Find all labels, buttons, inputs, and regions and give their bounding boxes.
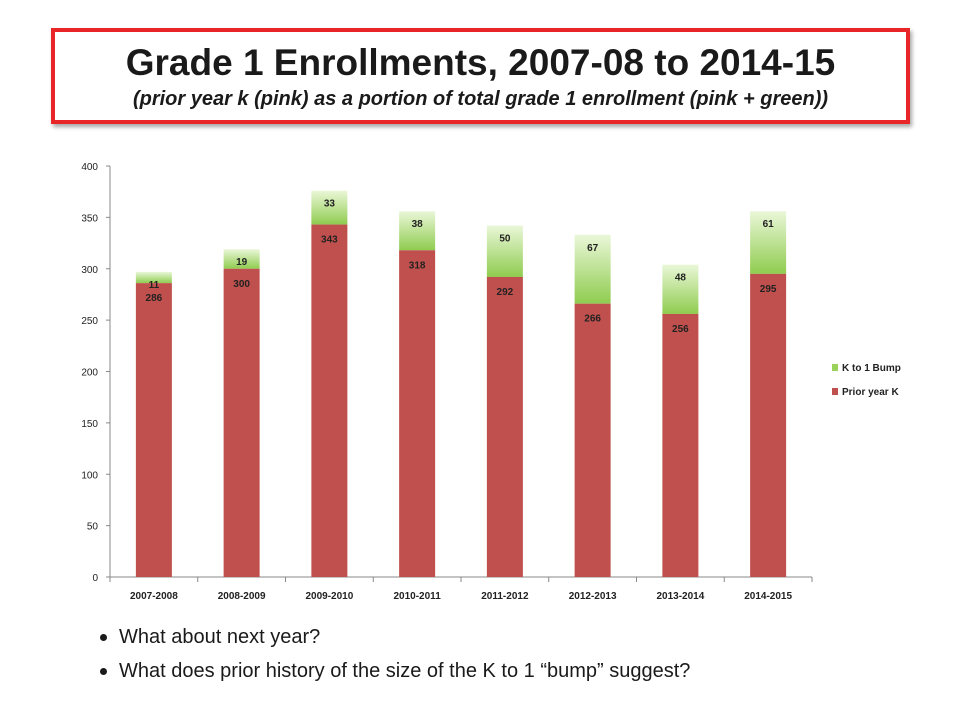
data-label-bump: 38 (412, 219, 424, 230)
data-label-bump: 11 (149, 280, 160, 291)
bullet-item: What about next year? (96, 624, 690, 658)
x-tick-label: 2009-2010 (305, 591, 353, 602)
y-tick-label: 50 (87, 522, 99, 533)
x-tick-label: 2014-2015 (744, 591, 792, 602)
bullet-list: What about next year? What does prior hi… (96, 624, 690, 692)
data-label-prior-k: 286 (146, 293, 163, 304)
x-tick-label: 2010-2011 (393, 591, 441, 602)
y-tick-label: 300 (81, 265, 98, 276)
bar-segment-prior-year-k (750, 273, 787, 577)
bar-segment-prior-year-k (311, 224, 348, 577)
legend-label-prior-year-k: Prior year K (842, 387, 899, 398)
x-tick-label: 2013-2014 (656, 591, 704, 602)
data-label-bump: 67 (587, 243, 599, 254)
x-tick-label: 2012-2013 (569, 591, 617, 602)
y-tick-label: 0 (92, 573, 98, 584)
legend-label-k-to-1-bump: K to 1 Bump (842, 363, 901, 374)
bar-segment-k-to-1-bump (311, 190, 348, 225)
bar-segment-prior-year-k (135, 283, 172, 577)
data-label-bump: 61 (763, 219, 775, 230)
y-tick-label: 250 (81, 316, 98, 327)
data-label-prior-k: 318 (409, 260, 426, 271)
chart-subtitle: (prior year k (pink) as a portion of tot… (132, 88, 829, 110)
legend-swatch-k-to-1-bump (832, 364, 838, 371)
data-label-bump: 19 (236, 257, 248, 268)
x-tick-label: 2008-2009 (218, 591, 266, 602)
bar-segment-k-to-1-bump (662, 264, 699, 314)
bar-segment-prior-year-k (662, 313, 699, 577)
y-tick-label: 400 (81, 162, 98, 173)
data-label-prior-k: 343 (321, 235, 338, 246)
bullet-item: What does prior history of the size of t… (96, 658, 690, 692)
bar-segment-prior-year-k (574, 303, 611, 577)
y-tick-label: 350 (81, 213, 98, 224)
data-label-bump: 33 (324, 199, 336, 210)
bar-segment-k-to-1-bump (223, 249, 260, 269)
data-label-prior-k: 266 (584, 314, 601, 325)
data-label-bump: 50 (499, 234, 511, 245)
bar-segment-k-to-1-bump (135, 271, 172, 284)
bar-segment-k-to-1-bump (750, 211, 787, 274)
data-label-bump: 48 (675, 273, 687, 284)
data-label-prior-k: 300 (233, 279, 250, 290)
title-box: Grade 1 Enrollments, 2007-08 to 2014-15 … (51, 28, 910, 124)
chart-title: Grade 1 Enrollments, 2007-08 to 2014-15 (125, 42, 836, 83)
data-label-prior-k: 256 (672, 324, 689, 335)
y-tick-label: 100 (81, 470, 98, 481)
legend-swatch-prior-year-k (832, 388, 838, 395)
data-label-prior-k: 295 (760, 284, 777, 295)
y-tick-label: 150 (81, 419, 98, 430)
y-tick-label: 200 (81, 368, 98, 379)
data-label-prior-k: 292 (497, 287, 514, 298)
bar-segment-prior-year-k (486, 276, 523, 577)
bar-segment-k-to-1-bump (399, 211, 436, 251)
x-tick-label: 2011-2012 (481, 591, 529, 602)
bar-segment-k-to-1-bump (574, 234, 611, 304)
bar-segment-prior-year-k (223, 268, 260, 577)
bar-segment-prior-year-k (399, 250, 436, 577)
bar-segment-k-to-1-bump (486, 225, 523, 277)
x-tick-label: 2007-2008 (130, 591, 178, 602)
